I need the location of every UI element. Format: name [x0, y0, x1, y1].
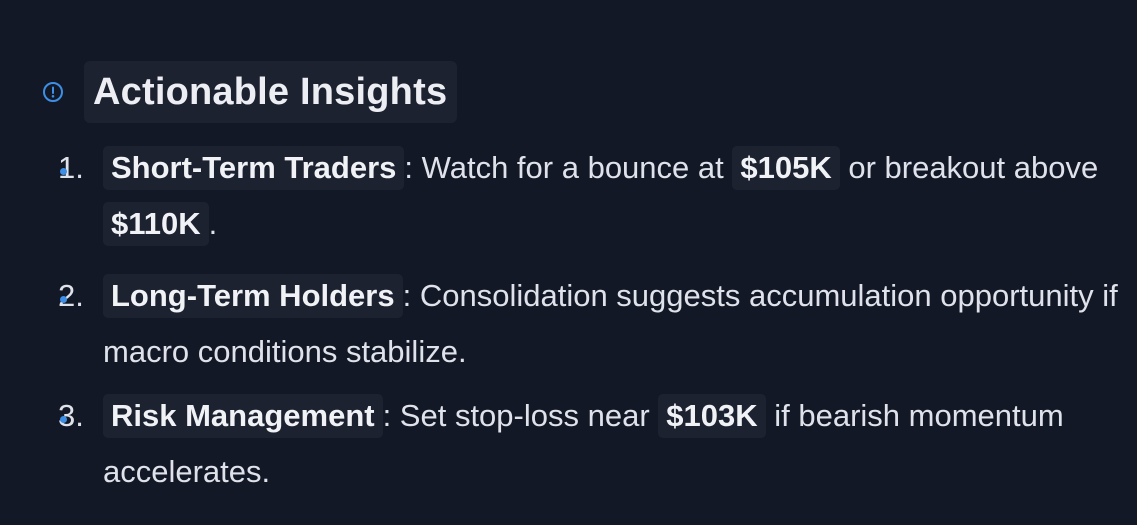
- section-header: Actionable Insights: [42, 60, 458, 124]
- price-tag: $110K: [103, 202, 209, 246]
- insight-label: Long-Term Holders: [103, 274, 403, 318]
- insight-item-short-term-traders: 1. Short-Term Traders: Watch for a bounc…: [0, 140, 1137, 252]
- list-marker-dot: [60, 416, 67, 423]
- list-number: 1.: [58, 150, 84, 185]
- insight-text: or breakout above: [839, 150, 1099, 185]
- price-tag: $105K: [732, 146, 840, 190]
- list-number: 2.: [58, 278, 84, 313]
- insight-item-long-term-holders: 2. Long-Term Holders: Consolidation sugg…: [0, 268, 1137, 380]
- insight-text: : Consolidation suggests accumulation op…: [103, 278, 1118, 369]
- insight-list: 1. Short-Term Traders: Watch for a bounc…: [0, 140, 1137, 516]
- insight-text: .: [208, 206, 218, 241]
- list-marker: 3.: [58, 388, 98, 444]
- section-title: Actionable Insights: [84, 61, 458, 123]
- insight-text: : Set stop-loss near: [382, 398, 659, 433]
- insight-label: Short-Term Traders: [103, 146, 405, 190]
- list-number: 3.: [58, 398, 84, 433]
- insight-text: : Watch for a bounce at: [404, 150, 733, 185]
- insight-text: if bearish momentum accelerates.: [103, 398, 1064, 489]
- list-marker: 2.: [58, 268, 98, 324]
- list-marker-dot: [60, 168, 67, 175]
- price-tag: $103K: [658, 394, 766, 438]
- insight-label: Risk Management: [103, 394, 383, 438]
- list-marker: 1.: [58, 140, 98, 196]
- list-marker-dot: [60, 296, 67, 303]
- alert-circle-icon: [42, 81, 64, 103]
- insight-item-risk-management: 3. Risk Management: Set stop-loss near $…: [0, 388, 1137, 500]
